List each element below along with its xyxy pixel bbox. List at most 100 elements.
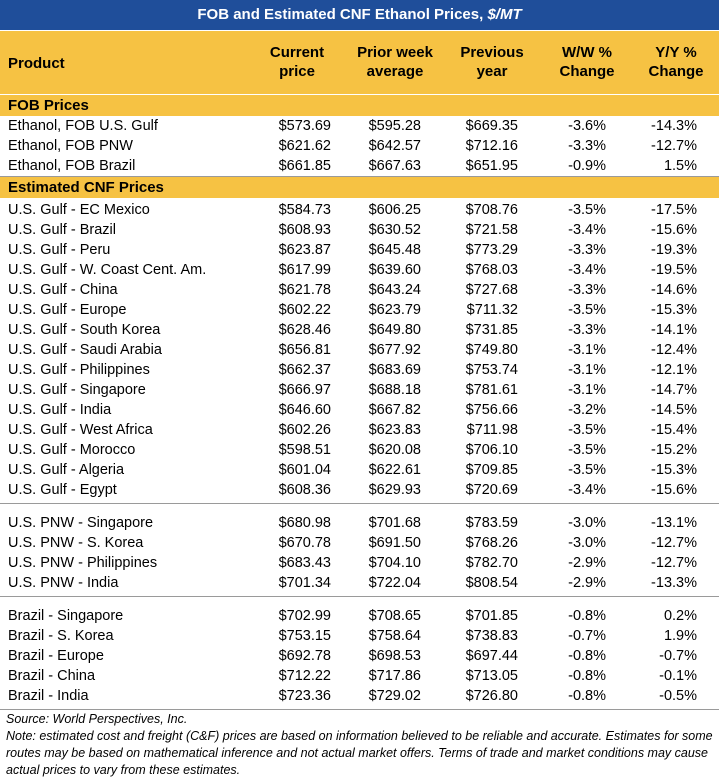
value-cell: $666.97	[278, 382, 331, 398]
value-cell: $782.70	[465, 555, 518, 571]
row-divider	[0, 596, 719, 597]
footnote: Note: estimated cost and freight (C&F) p…	[6, 729, 713, 777]
value-cell: $729.02	[368, 688, 421, 704]
product-cell: U.S. Gulf - China	[8, 282, 118, 298]
title-bar: FOB and Estimated CNF Ethanol Prices, $/…	[0, 0, 719, 30]
value-cell: $628.46	[278, 322, 331, 338]
value-cell: $692.78	[278, 648, 331, 664]
value-cell: $584.73	[278, 202, 331, 218]
value-cell: -2.9%	[568, 555, 606, 571]
product-cell: U.S. Gulf - EC Mexico	[8, 202, 150, 218]
value-cell: $717.86	[368, 668, 421, 684]
value-cell: -12.7%	[651, 555, 697, 571]
product-cell: U.S. Gulf - Saudi Arabia	[8, 342, 162, 358]
value-cell: $753.74	[465, 362, 518, 378]
value-cell: -14.5%	[651, 402, 697, 418]
value-cell: $683.69	[368, 362, 421, 378]
value-cell: -3.5%	[568, 462, 606, 478]
value-cell: -0.1%	[659, 668, 697, 684]
value-cell: $683.43	[278, 555, 331, 571]
value-cell: -14.7%	[651, 382, 697, 398]
value-cell: $768.03	[465, 262, 518, 278]
value-cell: $808.54	[465, 575, 518, 591]
value-cell: -3.0%	[568, 515, 606, 531]
value-cell: -3.3%	[568, 138, 606, 154]
value-cell: -12.7%	[651, 535, 697, 551]
value-cell: $602.26	[278, 422, 331, 438]
value-cell: $649.80	[368, 322, 421, 338]
value-cell: $573.69	[278, 118, 331, 134]
value-cell: -15.6%	[651, 222, 697, 238]
product-cell: Ethanol, FOB Brazil	[8, 158, 136, 174]
value-cell: $726.80	[465, 688, 518, 704]
value-cell: $645.48	[368, 242, 421, 258]
value-cell: $702.99	[278, 608, 331, 624]
column-header: W/W % Change	[559, 44, 615, 80]
value-cell: $661.85	[278, 158, 331, 174]
value-cell: -19.3%	[651, 242, 697, 258]
value-cell: $621.78	[278, 282, 331, 298]
column-header: Current price	[269, 44, 325, 80]
value-cell: -0.7%	[568, 628, 606, 644]
column-header: Y/Y % Change	[648, 44, 704, 80]
value-cell: $595.28	[368, 118, 421, 134]
column-header: Prior week average	[357, 44, 433, 80]
value-cell: $643.24	[368, 282, 421, 298]
value-cell: $704.10	[368, 555, 421, 571]
value-cell: $662.37	[278, 362, 331, 378]
value-cell: $712.16	[465, 138, 518, 154]
value-cell: -17.5%	[651, 202, 697, 218]
value-cell: -3.4%	[568, 222, 606, 238]
value-cell: $768.26	[465, 535, 518, 551]
value-cell: -2.9%	[568, 575, 606, 591]
value-cell: $602.22	[278, 302, 331, 318]
value-cell: -0.8%	[568, 608, 606, 624]
product-cell: U.S. PNW - India	[8, 575, 119, 591]
value-cell: $667.63	[368, 158, 421, 174]
title-unit: $/MT	[487, 6, 522, 23]
value-cell: $773.29	[465, 242, 518, 258]
value-cell: 1.9%	[663, 628, 697, 644]
value-cell: -15.6%	[651, 482, 697, 498]
value-cell: $738.83	[465, 628, 518, 644]
value-cell: $706.10	[465, 442, 518, 458]
product-cell: U.S. Gulf - India	[8, 402, 112, 418]
product-cell: U.S. Gulf - Europe	[8, 302, 127, 318]
header-row	[0, 31, 719, 94]
value-cell: -15.4%	[651, 422, 697, 438]
value-cell: $723.36	[278, 688, 331, 704]
value-cell: $621.62	[278, 138, 331, 154]
value-cell: $688.18	[368, 382, 421, 398]
product-cell: U.S. Gulf - South Korea	[8, 322, 161, 338]
value-cell: -3.0%	[568, 535, 606, 551]
product-cell: U.S. Gulf - Philippines	[8, 362, 150, 378]
product-cell: U.S. PNW - Singapore	[8, 515, 154, 531]
value-cell: -0.8%	[568, 668, 606, 684]
value-cell: $711.98	[466, 422, 518, 438]
value-cell: -0.9%	[568, 158, 606, 174]
value-cell: $630.52	[368, 222, 421, 238]
value-cell: -3.5%	[568, 202, 606, 218]
value-cell: -12.1%	[651, 362, 697, 378]
value-cell: $680.98	[278, 515, 331, 531]
value-cell: -0.8%	[568, 648, 606, 664]
product-cell: U.S. PNW - Philippines	[8, 555, 158, 571]
value-cell: $620.08	[368, 442, 421, 458]
value-cell: -0.8%	[568, 688, 606, 704]
value-cell: $711.32	[466, 302, 518, 318]
value-cell: 0.2%	[663, 608, 697, 624]
value-cell: -3.1%	[568, 342, 606, 358]
section-header: Estimated CNF Prices	[0, 177, 719, 198]
product-cell: Brazil - Europe	[8, 648, 104, 664]
value-cell: -12.7%	[651, 138, 697, 154]
column-header: Product	[8, 55, 65, 72]
value-cell: $727.68	[465, 282, 518, 298]
value-cell: -3.1%	[568, 382, 606, 398]
value-cell: $623.87	[278, 242, 331, 258]
product-cell: Ethanol, FOB PNW	[8, 138, 133, 154]
value-cell: $712.22	[278, 668, 331, 684]
value-cell: $608.93	[278, 222, 331, 238]
value-cell: $709.85	[465, 462, 518, 478]
value-cell: -13.1%	[651, 515, 697, 531]
